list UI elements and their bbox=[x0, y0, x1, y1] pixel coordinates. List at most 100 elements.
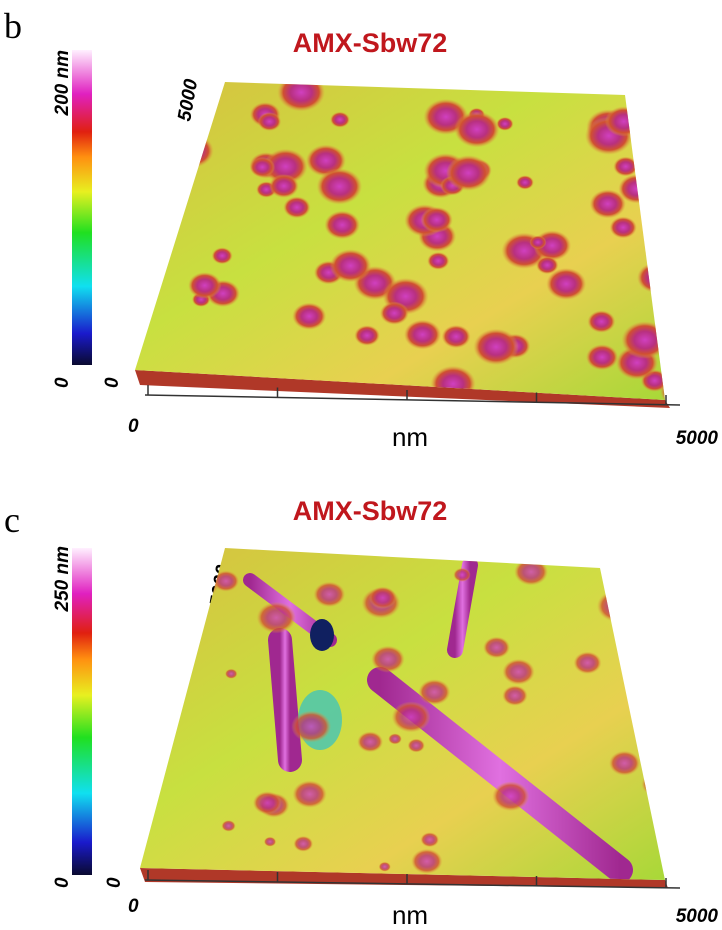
bump bbox=[224, 668, 238, 679]
bump bbox=[573, 651, 602, 675]
bump bbox=[661, 823, 665, 841]
ridge bbox=[268, 628, 302, 772]
bump bbox=[454, 111, 500, 148]
panel-title: AMX-Sbw72 bbox=[293, 28, 448, 58]
bump bbox=[427, 251, 450, 270]
bump bbox=[277, 82, 326, 112]
bump bbox=[155, 184, 179, 204]
bump bbox=[354, 325, 380, 346]
bump bbox=[388, 733, 402, 745]
bump bbox=[609, 216, 637, 239]
bump bbox=[368, 586, 397, 609]
panel-label: b bbox=[4, 6, 22, 46]
bump bbox=[585, 344, 619, 371]
y-max: 5000 bbox=[174, 77, 202, 123]
bump bbox=[263, 148, 308, 185]
bump bbox=[357, 731, 384, 753]
bump bbox=[418, 679, 451, 705]
bump bbox=[161, 136, 201, 167]
bump bbox=[411, 848, 443, 874]
bump bbox=[221, 820, 236, 832]
colorbar-max: 250 nm bbox=[52, 546, 73, 613]
bump bbox=[292, 780, 327, 808]
bump bbox=[391, 701, 431, 733]
bump bbox=[502, 658, 535, 685]
bump bbox=[249, 156, 276, 178]
bump bbox=[596, 590, 637, 622]
bump bbox=[641, 771, 665, 797]
bump bbox=[483, 636, 511, 659]
bump bbox=[403, 319, 442, 350]
bump bbox=[516, 175, 534, 190]
bump bbox=[536, 256, 559, 275]
colorbar-min: 0 bbox=[52, 377, 73, 388]
bump bbox=[269, 174, 299, 198]
colorbar bbox=[72, 50, 92, 365]
x-min: 0 bbox=[128, 416, 139, 437]
x-ticks bbox=[147, 870, 667, 888]
x-label: nm bbox=[392, 422, 428, 452]
bump bbox=[292, 302, 327, 330]
panel-b: b AMX-Sbw72 200 nm 0 0 5000 0 nm 5000 bbox=[4, 6, 718, 452]
bump bbox=[453, 567, 471, 582]
bump bbox=[283, 196, 311, 219]
colorbar-min: 0 bbox=[52, 877, 73, 888]
bump bbox=[613, 156, 639, 177]
bump bbox=[502, 685, 528, 706]
z-min: 0 bbox=[102, 377, 123, 388]
bump bbox=[587, 310, 616, 333]
bump bbox=[604, 106, 643, 137]
bump bbox=[637, 262, 665, 294]
bump bbox=[621, 321, 665, 359]
bump bbox=[696, 751, 710, 762]
bump bbox=[329, 249, 372, 283]
bump bbox=[589, 189, 626, 219]
x-max: 5000 bbox=[676, 428, 719, 449]
bump bbox=[313, 581, 346, 608]
x-axis bbox=[144, 394, 681, 406]
x-ticks bbox=[147, 385, 667, 405]
bump bbox=[252, 791, 282, 815]
bump bbox=[291, 710, 332, 743]
bump bbox=[496, 116, 514, 131]
x-min: 0 bbox=[128, 896, 139, 917]
bump bbox=[546, 267, 587, 300]
bump bbox=[379, 301, 409, 325]
bump bbox=[696, 861, 712, 874]
x-max: 5000 bbox=[676, 906, 719, 927]
bump bbox=[263, 836, 277, 847]
bump bbox=[420, 206, 453, 233]
bump bbox=[420, 832, 440, 848]
bump bbox=[212, 570, 240, 592]
bump bbox=[324, 210, 361, 240]
bump bbox=[293, 835, 314, 852]
x-axis bbox=[144, 879, 681, 889]
bump bbox=[257, 112, 282, 131]
bump bbox=[514, 558, 549, 586]
bump bbox=[256, 601, 296, 634]
colorbar-max: 200 nm bbox=[52, 50, 73, 117]
bump bbox=[378, 861, 391, 872]
bump bbox=[316, 168, 363, 205]
bump bbox=[446, 155, 491, 191]
bump bbox=[473, 328, 519, 366]
surface bbox=[135, 82, 665, 400]
bump bbox=[188, 272, 222, 299]
x-label: nm bbox=[392, 900, 428, 930]
bump bbox=[135, 97, 155, 118]
bump bbox=[407, 738, 425, 753]
bump bbox=[626, 613, 660, 641]
bump bbox=[635, 154, 665, 178]
bump bbox=[645, 243, 665, 261]
bump bbox=[492, 781, 530, 812]
panel-label: c bbox=[4, 500, 20, 540]
panel-c: c AMX-Sbw72 250 nm 0 0 5000 0 nm 5000 bbox=[4, 496, 719, 930]
panel-title: AMX-Sbw72 bbox=[293, 496, 448, 526]
bump bbox=[608, 750, 641, 776]
bump bbox=[652, 644, 665, 658]
bump bbox=[441, 324, 471, 349]
z-min: 0 bbox=[104, 877, 125, 888]
bump bbox=[529, 235, 547, 250]
bump bbox=[171, 133, 214, 168]
